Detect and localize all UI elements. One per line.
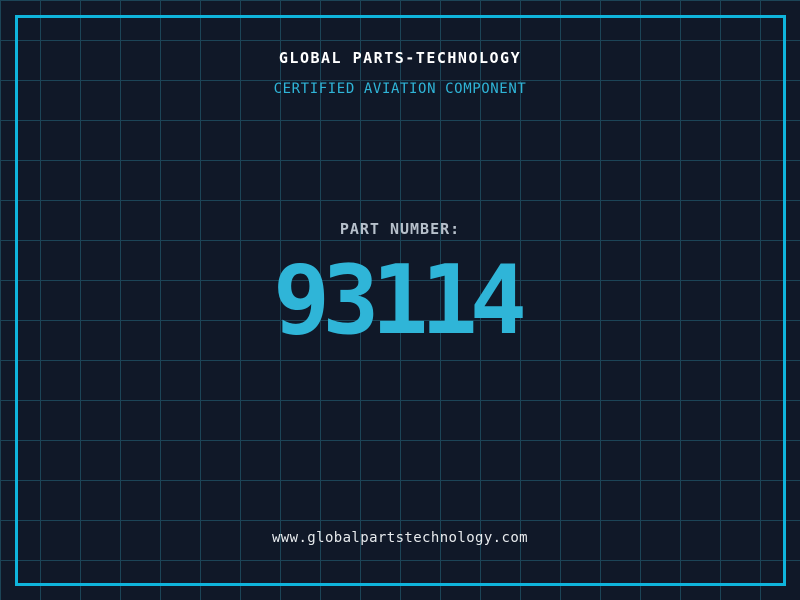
page-title: GLOBAL PARTS-TECHNOLOGY <box>278 49 522 67</box>
part-number-label: PART NUMBER: <box>339 220 461 238</box>
frame-border <box>15 15 786 586</box>
part-number-value: 93114 <box>273 246 527 356</box>
page-subtitle: CERTIFIED AVIATION COMPONENT <box>273 81 527 97</box>
footer-url: www.globalpartstechnology.com <box>271 530 529 546</box>
